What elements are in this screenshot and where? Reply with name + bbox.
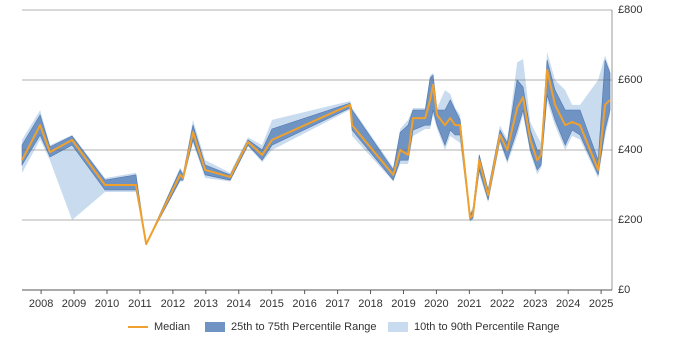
median-line [21, 68, 611, 246]
x-tick-label: 2019 [391, 298, 415, 310]
y-tick-label: £0 [618, 284, 630, 296]
x-tick-label: 2022 [490, 298, 514, 310]
x-tick-label: 2017 [325, 298, 349, 310]
legend-label: 25th to 75th Percentile Range [231, 321, 377, 333]
x-tick-label: 2020 [424, 298, 448, 310]
legend-swatch [205, 322, 225, 332]
x-tick-label: 2025 [589, 298, 613, 310]
x-tick-label: 2023 [523, 298, 547, 310]
x-tick-label: 2024 [556, 298, 580, 310]
legend-swatch [388, 322, 408, 332]
x-tick-label: 2011 [128, 298, 152, 310]
y-tick-label: £600 [618, 74, 642, 86]
x-tick-label: 2013 [194, 298, 218, 310]
x-tick-label: 2018 [358, 298, 382, 310]
x-tick-label: 2021 [457, 298, 481, 310]
x-tick-label: 2015 [259, 298, 283, 310]
x-tick-label: 2014 [227, 298, 251, 310]
legend-label: Median [154, 321, 190, 333]
y-tick-label: £400 [618, 144, 642, 156]
y-tick-label: £200 [618, 214, 642, 226]
x-tick-label: 2012 [161, 298, 185, 310]
x-tick-label: 2016 [292, 298, 316, 310]
x-tick-label: 2008 [29, 298, 53, 310]
y-tick-label: £800 [618, 4, 642, 16]
x-tick-label: 2010 [95, 298, 119, 310]
legend-label: 10th to 90th Percentile Range [414, 321, 560, 333]
x-tick-label: 2009 [62, 298, 86, 310]
